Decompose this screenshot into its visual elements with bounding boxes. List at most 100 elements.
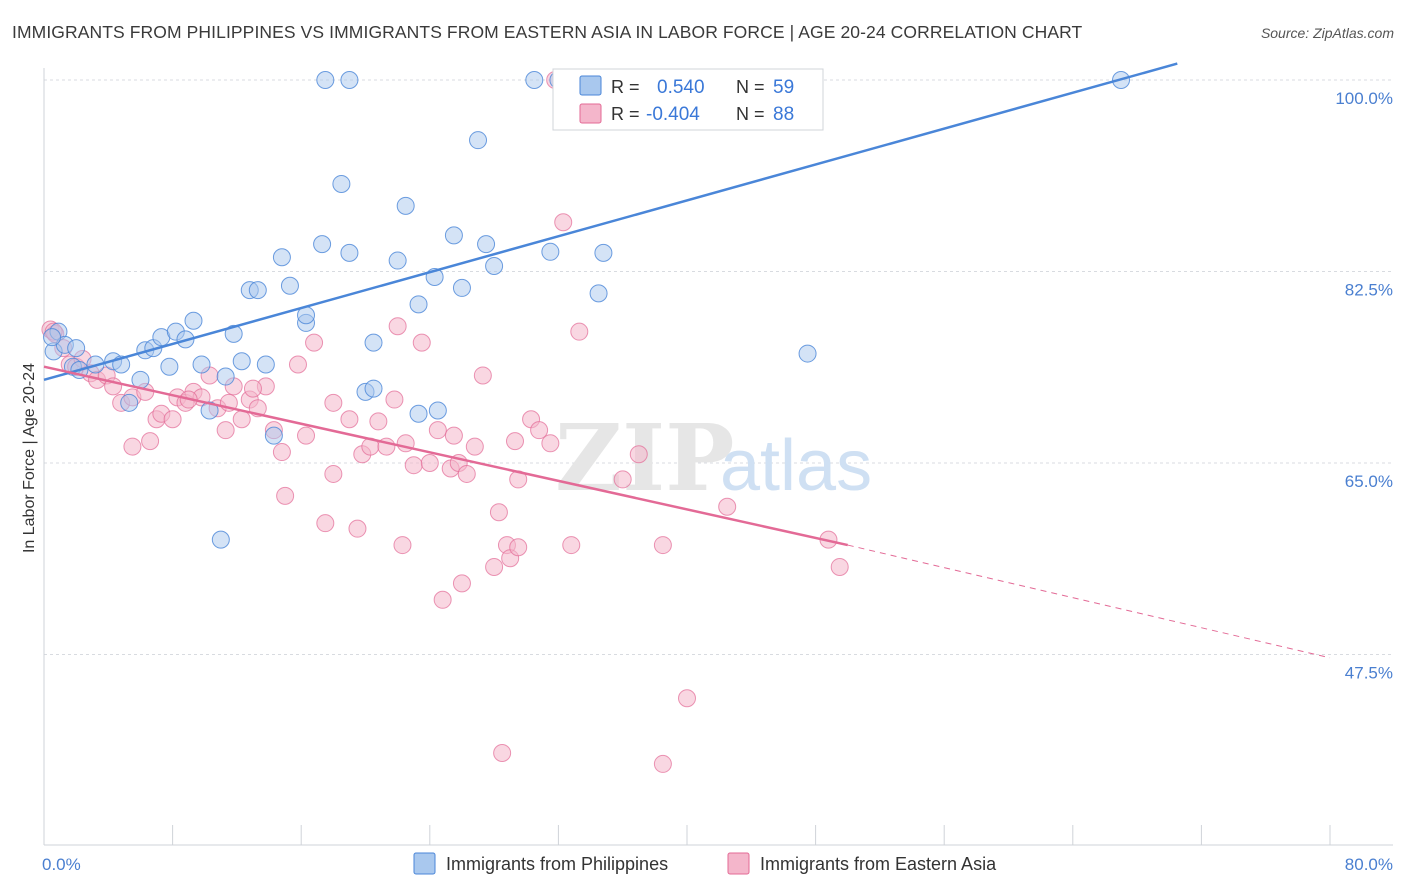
data-point-eastern-asia bbox=[678, 689, 696, 708]
data-point-philippines bbox=[444, 226, 463, 245]
watermark: ZIP atlas bbox=[555, 404, 872, 512]
y-axis-label: In Labor Force | Age 20-24 bbox=[21, 363, 38, 553]
data-point-philippines bbox=[272, 248, 291, 267]
legend-r-value-1: 0.540 bbox=[657, 77, 705, 98]
data-point-eastern-asia bbox=[570, 322, 589, 341]
y-tick-label: 47.5% bbox=[1345, 664, 1393, 683]
data-point-philippines bbox=[216, 367, 235, 386]
legend-swatch-philippines bbox=[579, 75, 602, 96]
trend-lines bbox=[43, 62, 1331, 659]
data-point-eastern-asia bbox=[629, 445, 648, 464]
data-point-eastern-asia bbox=[428, 421, 447, 440]
data-point-eastern-asia bbox=[485, 557, 504, 576]
data-point-philippines bbox=[541, 242, 560, 261]
data-point-eastern-asia bbox=[420, 454, 439, 472]
data-point-eastern-asia bbox=[340, 410, 359, 429]
legend-r-label-1: R = bbox=[611, 77, 640, 97]
data-point-eastern-asia bbox=[232, 410, 251, 429]
data-point-eastern-asia bbox=[653, 754, 672, 773]
bottom-legend-label-eastern-asia: Immigrants from Eastern Asia bbox=[760, 854, 997, 874]
x-tick-label-end: 80.0% bbox=[1345, 855, 1393, 874]
data-point-eastern-asia bbox=[141, 432, 160, 451]
data-point-eastern-asia bbox=[489, 503, 508, 522]
data-point-philippines bbox=[469, 131, 488, 150]
data-point-eastern-asia bbox=[404, 456, 423, 475]
data-point-eastern-asia bbox=[288, 355, 307, 374]
data-point-eastern-asia bbox=[272, 443, 291, 462]
data-point-eastern-asia bbox=[505, 432, 524, 451]
data-point-philippines bbox=[256, 355, 275, 374]
data-point-eastern-asia bbox=[324, 464, 343, 483]
data-point-eastern-asia bbox=[613, 470, 632, 489]
legend-n-value-2: 88 bbox=[773, 104, 794, 125]
y-tick-label: 82.5% bbox=[1345, 281, 1393, 300]
trend-line-eastern-asia-extension bbox=[847, 544, 1331, 659]
data-point-eastern-asia bbox=[530, 421, 549, 440]
legend-swatch-eastern-asia bbox=[579, 103, 602, 124]
data-point-philippines bbox=[160, 357, 179, 376]
data-point-eastern-asia bbox=[473, 366, 492, 385]
data-point-eastern-asia bbox=[163, 410, 182, 429]
data-point-philippines bbox=[409, 404, 428, 423]
bottom-legend: Immigrants from Philippines Immigrants f… bbox=[413, 852, 997, 875]
chart-source: Source: ZipAtlas.com bbox=[1260, 25, 1394, 41]
data-point-eastern-asia bbox=[385, 390, 404, 409]
data-point-eastern-asia bbox=[465, 437, 484, 456]
data-point-eastern-asia bbox=[297, 426, 316, 445]
data-point-eastern-asia bbox=[324, 393, 343, 412]
bottom-legend-swatch-philippines bbox=[413, 852, 436, 875]
legend-n-value-1: 59 bbox=[773, 77, 794, 98]
legend-n-label-2: N = bbox=[736, 104, 765, 124]
data-point-eastern-asia bbox=[718, 497, 737, 516]
data-point-eastern-asia bbox=[123, 437, 142, 456]
data-point-eastern-asia bbox=[316, 514, 335, 533]
data-point-eastern-asia bbox=[444, 426, 463, 445]
series-eastern-asia-points bbox=[41, 71, 849, 773]
trend-line-eastern-asia bbox=[43, 365, 849, 547]
data-point-philippines bbox=[428, 401, 447, 420]
data-point-philippines bbox=[396, 196, 415, 215]
data-point-philippines bbox=[248, 281, 267, 300]
data-point-eastern-asia bbox=[452, 574, 471, 593]
data-point-eastern-asia bbox=[412, 333, 431, 352]
y-tick-label: 100.0% bbox=[1335, 89, 1393, 108]
data-point-eastern-asia bbox=[509, 538, 528, 557]
data-point-philippines bbox=[232, 352, 251, 371]
data-point-philippines bbox=[332, 174, 351, 193]
data-point-philippines bbox=[280, 276, 299, 295]
bottom-legend-label-philippines: Immigrants from Philippines bbox=[446, 854, 668, 874]
legend-box: R = 0.540 N = 59 R = -0.404 N = 88 bbox=[552, 68, 824, 131]
data-point-eastern-asia bbox=[393, 536, 412, 555]
data-point-eastern-asia bbox=[216, 421, 235, 440]
data-point-philippines bbox=[589, 284, 608, 303]
data-point-eastern-asia bbox=[541, 434, 560, 453]
data-point-eastern-asia bbox=[369, 412, 388, 431]
data-point-eastern-asia bbox=[457, 464, 476, 483]
data-point-eastern-asia bbox=[388, 317, 407, 336]
data-point-philippines bbox=[452, 278, 471, 297]
data-point-philippines bbox=[364, 379, 383, 398]
data-point-eastern-asia bbox=[305, 333, 324, 352]
data-point-philippines bbox=[211, 530, 230, 549]
data-point-philippines bbox=[388, 251, 407, 270]
data-point-philippines bbox=[313, 235, 332, 254]
y-tick-labels: 100.0% 82.5% 65.0% 47.5% bbox=[1335, 89, 1393, 683]
y-tick-label: 65.0% bbox=[1345, 472, 1393, 491]
data-point-philippines bbox=[594, 243, 613, 262]
data-point-philippines bbox=[184, 311, 203, 330]
data-point-philippines bbox=[120, 393, 139, 412]
data-point-philippines bbox=[264, 426, 283, 445]
data-point-eastern-asia bbox=[348, 519, 367, 538]
data-point-eastern-asia bbox=[433, 590, 452, 609]
x-tick-labels: 0.0% 80.0% bbox=[42, 855, 1393, 874]
data-point-eastern-asia bbox=[276, 486, 295, 505]
data-point-eastern-asia bbox=[653, 536, 672, 555]
data-point-philippines bbox=[192, 355, 211, 374]
bottom-legend-swatch-eastern-asia bbox=[727, 852, 750, 875]
data-point-philippines bbox=[798, 344, 817, 363]
axes bbox=[43, 68, 1393, 846]
data-point-philippines bbox=[224, 324, 243, 343]
data-point-philippines bbox=[67, 339, 86, 358]
data-point-eastern-asia bbox=[243, 379, 262, 398]
